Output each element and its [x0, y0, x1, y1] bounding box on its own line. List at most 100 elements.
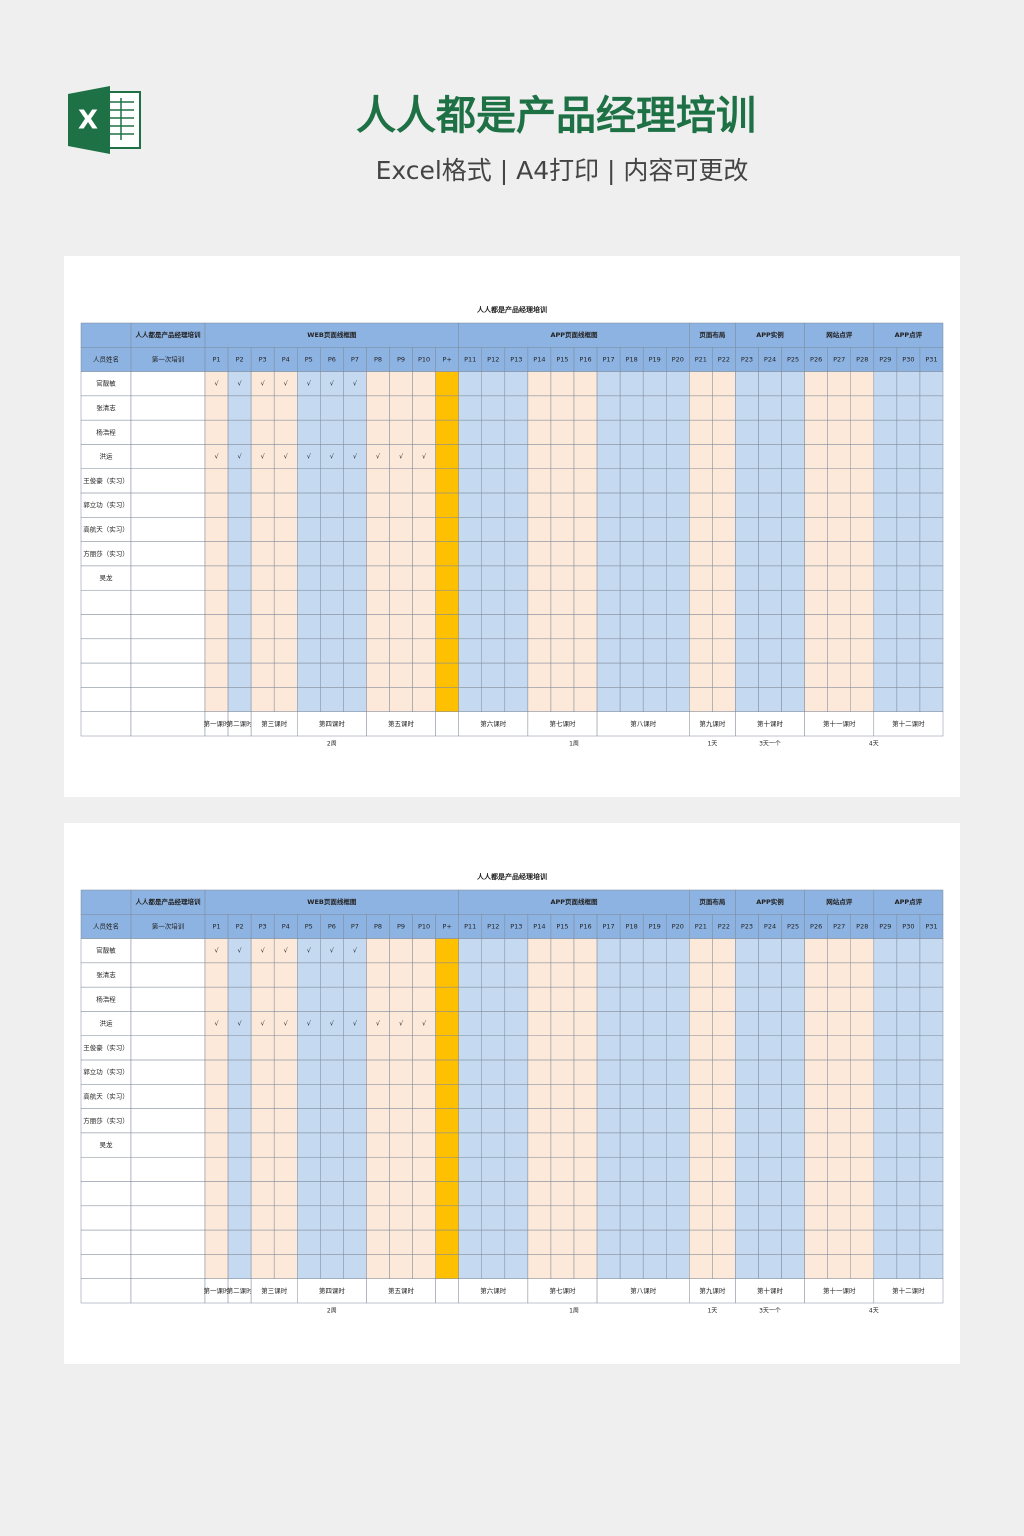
cell	[712, 1059, 736, 1085]
cell	[389, 589, 413, 615]
cell	[758, 687, 782, 712]
cell	[504, 938, 529, 964]
cell	[80, 322, 132, 348]
cell	[297, 711, 367, 737]
cell	[320, 1132, 344, 1158]
cell	[850, 1084, 875, 1109]
column-header: P+	[442, 922, 451, 930]
cell	[130, 662, 206, 688]
cell	[850, 962, 875, 988]
cell	[250, 638, 275, 664]
cell	[80, 589, 132, 615]
check-mark: √	[261, 947, 266, 955]
cell	[896, 468, 921, 494]
cell	[80, 938, 132, 964]
cell	[527, 492, 552, 518]
check-mark: √	[353, 453, 358, 461]
cell	[366, 1084, 390, 1109]
cell	[758, 962, 782, 988]
cell	[204, 565, 229, 591]
cell	[481, 638, 506, 664]
cell	[458, 662, 482, 688]
check-mark: √	[353, 380, 358, 388]
cell	[481, 1108, 506, 1134]
cell	[873, 492, 898, 518]
cell	[550, 986, 575, 1012]
cell	[297, 1254, 321, 1279]
cell	[850, 986, 875, 1012]
cell	[412, 541, 436, 567]
person-name: 王俊豪（实习）	[83, 476, 129, 485]
cell	[735, 938, 759, 964]
cell	[550, 419, 575, 445]
cell	[481, 444, 506, 470]
cell	[227, 1156, 252, 1182]
check-mark: √	[330, 947, 335, 955]
cell	[80, 914, 132, 939]
cell	[412, 1181, 436, 1207]
column-header: P11	[464, 922, 476, 930]
cell	[204, 1254, 229, 1279]
column-header: P21	[695, 922, 707, 930]
cell	[827, 1084, 851, 1109]
check-mark: √	[238, 453, 243, 461]
cell	[873, 395, 898, 421]
cell	[896, 1205, 921, 1231]
cell	[735, 986, 759, 1012]
cell	[550, 1011, 575, 1037]
cell	[250, 1254, 275, 1279]
cell	[919, 565, 944, 591]
cell	[712, 589, 736, 615]
cell	[481, 1011, 506, 1037]
cell	[504, 1229, 529, 1255]
cell	[435, 1035, 459, 1061]
column-header: P20	[672, 922, 684, 930]
group-header: WEB页面线框图	[307, 897, 357, 906]
cell	[896, 541, 921, 567]
cell	[573, 395, 598, 421]
cell	[827, 541, 851, 567]
cell	[919, 1229, 944, 1255]
cell	[297, 419, 321, 445]
duration-label: 1周	[569, 741, 579, 748]
cell	[896, 1229, 921, 1255]
cell	[250, 541, 275, 567]
cell	[919, 444, 944, 470]
cell	[850, 541, 875, 567]
cell	[320, 986, 344, 1012]
cell	[366, 662, 390, 688]
cell	[250, 1084, 275, 1109]
cell	[130, 395, 206, 421]
cell	[896, 614, 921, 640]
cell	[320, 468, 344, 494]
cell	[850, 517, 875, 542]
cell	[735, 687, 759, 712]
cell	[412, 371, 436, 397]
column-header: P17	[602, 922, 614, 930]
column-header: P8	[374, 355, 382, 363]
cell	[919, 638, 944, 664]
column-header: P25	[787, 355, 799, 363]
cell	[712, 1132, 736, 1158]
cell	[850, 1205, 875, 1231]
column-header: P3	[259, 922, 267, 930]
cell	[758, 1011, 782, 1037]
cell	[250, 565, 275, 591]
cell	[435, 1132, 459, 1158]
cell	[320, 517, 344, 542]
cell	[481, 1156, 506, 1182]
column-header: P1	[213, 355, 221, 363]
cell	[873, 1084, 898, 1109]
cell	[80, 962, 132, 988]
column-header: P23	[741, 355, 753, 363]
cell	[666, 986, 690, 1012]
column-header: P2	[236, 355, 244, 363]
cell	[458, 1035, 482, 1061]
cell	[873, 1254, 898, 1279]
cell	[666, 962, 690, 988]
cell	[550, 468, 575, 494]
cell	[781, 492, 805, 518]
cell	[573, 444, 598, 470]
cell	[850, 1229, 875, 1255]
cell	[273, 986, 298, 1012]
